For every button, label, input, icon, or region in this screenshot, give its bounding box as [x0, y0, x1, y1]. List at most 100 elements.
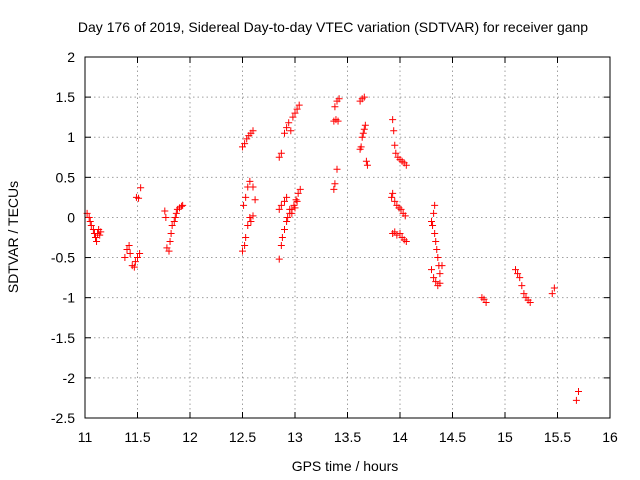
data-point [285, 119, 293, 127]
data-point [548, 290, 556, 298]
data-point [436, 279, 444, 287]
data-point [283, 217, 291, 225]
data-point [165, 247, 173, 255]
data-points [83, 93, 582, 404]
data-point [358, 133, 366, 141]
data-point [134, 254, 141, 262]
data-point [172, 209, 180, 217]
data-point [283, 193, 291, 201]
y-tick-label: 2 [67, 49, 75, 65]
data-point [166, 238, 174, 246]
y-axis-label: SDTVAR / TECUs [5, 181, 21, 293]
data-point [86, 217, 94, 225]
data-point [161, 207, 169, 215]
data-point [436, 270, 444, 278]
data-point [430, 209, 438, 217]
chart-title: Day 176 of 2019, Sidereal Day-to-day VTE… [78, 19, 588, 35]
data-point [242, 234, 250, 241]
y-tick-label: 0.5 [56, 169, 76, 185]
data-point [428, 266, 435, 274]
data-point [391, 197, 399, 205]
data-point [550, 284, 558, 292]
data-point [514, 270, 522, 278]
data-point [402, 238, 410, 246]
data-point [293, 197, 301, 205]
data-point [251, 196, 259, 204]
data-point [131, 258, 139, 266]
data-point [277, 201, 285, 209]
data-point [168, 221, 176, 229]
data-point [249, 183, 257, 191]
data-point [428, 217, 435, 225]
data-point [121, 254, 129, 262]
data-point [249, 212, 257, 220]
x-tick-label: 15 [497, 429, 513, 445]
data-point [135, 194, 143, 202]
data-point [286, 205, 294, 213]
data-point [389, 116, 397, 124]
data-point [431, 201, 439, 209]
data-point [278, 234, 286, 241]
data-point [97, 228, 105, 236]
data-point [167, 229, 175, 237]
data-point [518, 282, 526, 290]
y-tick-label: -1 [63, 290, 76, 306]
data-point [520, 290, 528, 298]
data-point [178, 202, 186, 210]
data-point [401, 212, 409, 220]
data-point [277, 149, 285, 157]
data-point [431, 229, 439, 237]
data-point [287, 127, 295, 135]
data-point [438, 262, 446, 270]
data-point [288, 209, 296, 217]
grid-lines [85, 57, 610, 418]
data-point [283, 124, 291, 132]
data-point [331, 180, 339, 188]
data-point [434, 254, 442, 262]
data-point [512, 266, 519, 274]
data-point [293, 105, 301, 113]
data-point [331, 103, 339, 111]
data-point [171, 213, 179, 221]
data-point [402, 161, 410, 169]
data-point [92, 234, 99, 241]
data-point [275, 205, 283, 213]
data-point [87, 221, 95, 229]
data-point [295, 101, 303, 109]
data-point [125, 242, 133, 250]
data-point [281, 197, 288, 205]
data-point [291, 109, 299, 117]
x-tick-label: 16 [602, 429, 618, 445]
data-point [136, 250, 144, 258]
data-point [482, 298, 490, 306]
data-point [526, 298, 534, 306]
data-point [433, 246, 441, 254]
data-point [516, 274, 524, 282]
data-point [333, 165, 341, 173]
data-point [275, 153, 283, 161]
data-point [249, 127, 257, 135]
data-point [246, 177, 254, 185]
data-point [123, 246, 131, 254]
data-point [397, 205, 405, 213]
y-tick-label: -1.5 [51, 330, 75, 346]
y-tick-label: 1.5 [56, 89, 76, 105]
data-point [335, 95, 343, 103]
data-point [241, 242, 249, 250]
data-point [363, 161, 371, 169]
data-point [292, 196, 300, 204]
data-point [247, 217, 255, 225]
x-tick-label: 14 [392, 429, 408, 445]
x-axis-label: GPS time / hours [292, 458, 399, 474]
data-point [393, 231, 401, 239]
data-point [391, 141, 399, 149]
data-point [93, 238, 101, 246]
data-point [359, 129, 367, 137]
data-point [334, 117, 342, 125]
data-point [389, 189, 397, 197]
plot-frame [84, 56, 611, 419]
data-point [240, 201, 248, 209]
y-tick-label: 0 [67, 209, 75, 225]
